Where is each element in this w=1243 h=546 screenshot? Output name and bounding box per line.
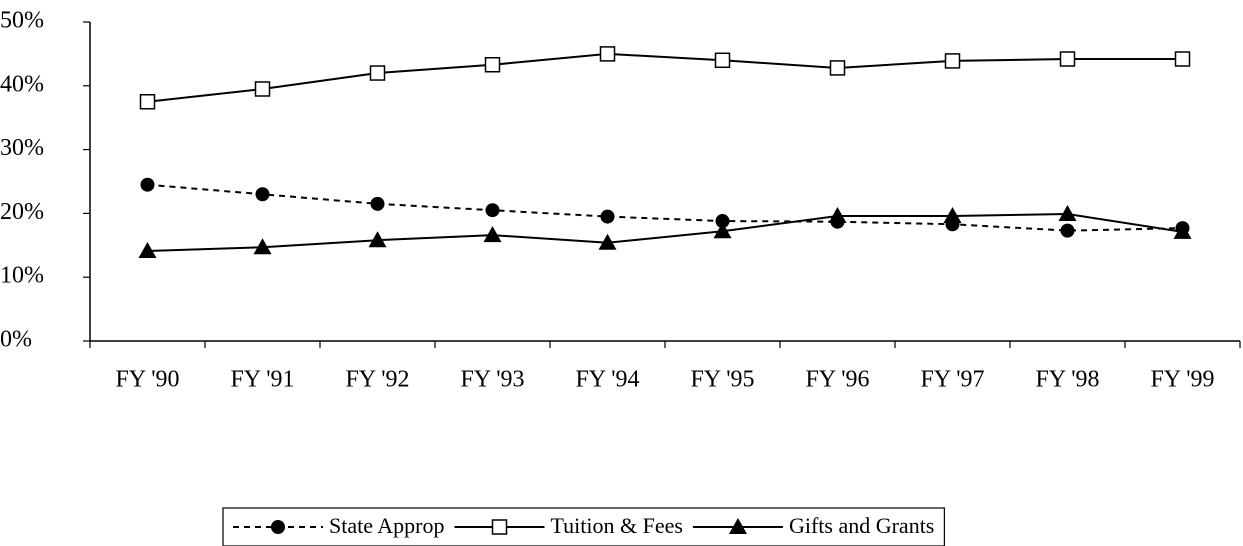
series-line [147, 52, 1183, 103]
x-tick-label: FY '93 [460, 367, 524, 393]
x-tick-label: FY '97 [920, 367, 984, 393]
x-tick-label: FY '91 [230, 367, 294, 393]
marker [491, 519, 508, 535]
marker [1174, 51, 1191, 67]
marker [944, 53, 961, 69]
marker [943, 206, 962, 223]
marker [369, 65, 386, 81]
marker [139, 94, 156, 110]
marker [368, 231, 387, 248]
x-tick-label: FY '95 [690, 367, 754, 393]
x-tick-label: FY '96 [805, 367, 869, 393]
marker [253, 238, 272, 255]
y-tick-label: 0% [0, 327, 32, 353]
marker [255, 187, 270, 202]
marker [1059, 51, 1076, 67]
series-line [147, 213, 1183, 253]
marker [370, 196, 385, 211]
marker [254, 81, 271, 97]
legend-text: Tuition & Fees [551, 513, 683, 538]
x-tick-label: FY '94 [575, 367, 639, 393]
x-tick-label: FY '98 [1035, 367, 1099, 393]
marker [271, 520, 285, 534]
marker [713, 222, 732, 239]
y-tick-label: 20% [0, 199, 44, 225]
y-tick-label: 30% [0, 135, 44, 161]
marker [1058, 205, 1077, 222]
marker [714, 52, 731, 69]
x-tick-label: FY '90 [115, 367, 179, 393]
legend-text: Gifts and Grants [789, 513, 934, 538]
y-tick-label: 10% [0, 263, 44, 289]
marker [598, 233, 617, 250]
y-tick-label: 50% [0, 8, 44, 34]
marker [140, 177, 155, 192]
x-tick-label: FY '99 [1150, 367, 1214, 393]
marker [715, 214, 730, 229]
y-tick-label: 40% [0, 71, 44, 97]
marker [484, 56, 501, 73]
marker [599, 46, 616, 62]
marker [828, 206, 847, 223]
marker [485, 203, 500, 218]
marker [1060, 223, 1075, 238]
legend: State Approp Tuition & Fees Gifts and Gran… [222, 507, 945, 546]
marker [600, 209, 615, 224]
x-tick-label: FY '92 [345, 367, 409, 393]
marker [138, 242, 157, 259]
series-line [147, 183, 1183, 232]
marker [483, 226, 502, 243]
marker [1173, 222, 1192, 239]
marker [728, 518, 747, 534]
legend-text: State Approp [329, 513, 445, 538]
legend-box [222, 507, 945, 546]
marker [829, 60, 846, 76]
